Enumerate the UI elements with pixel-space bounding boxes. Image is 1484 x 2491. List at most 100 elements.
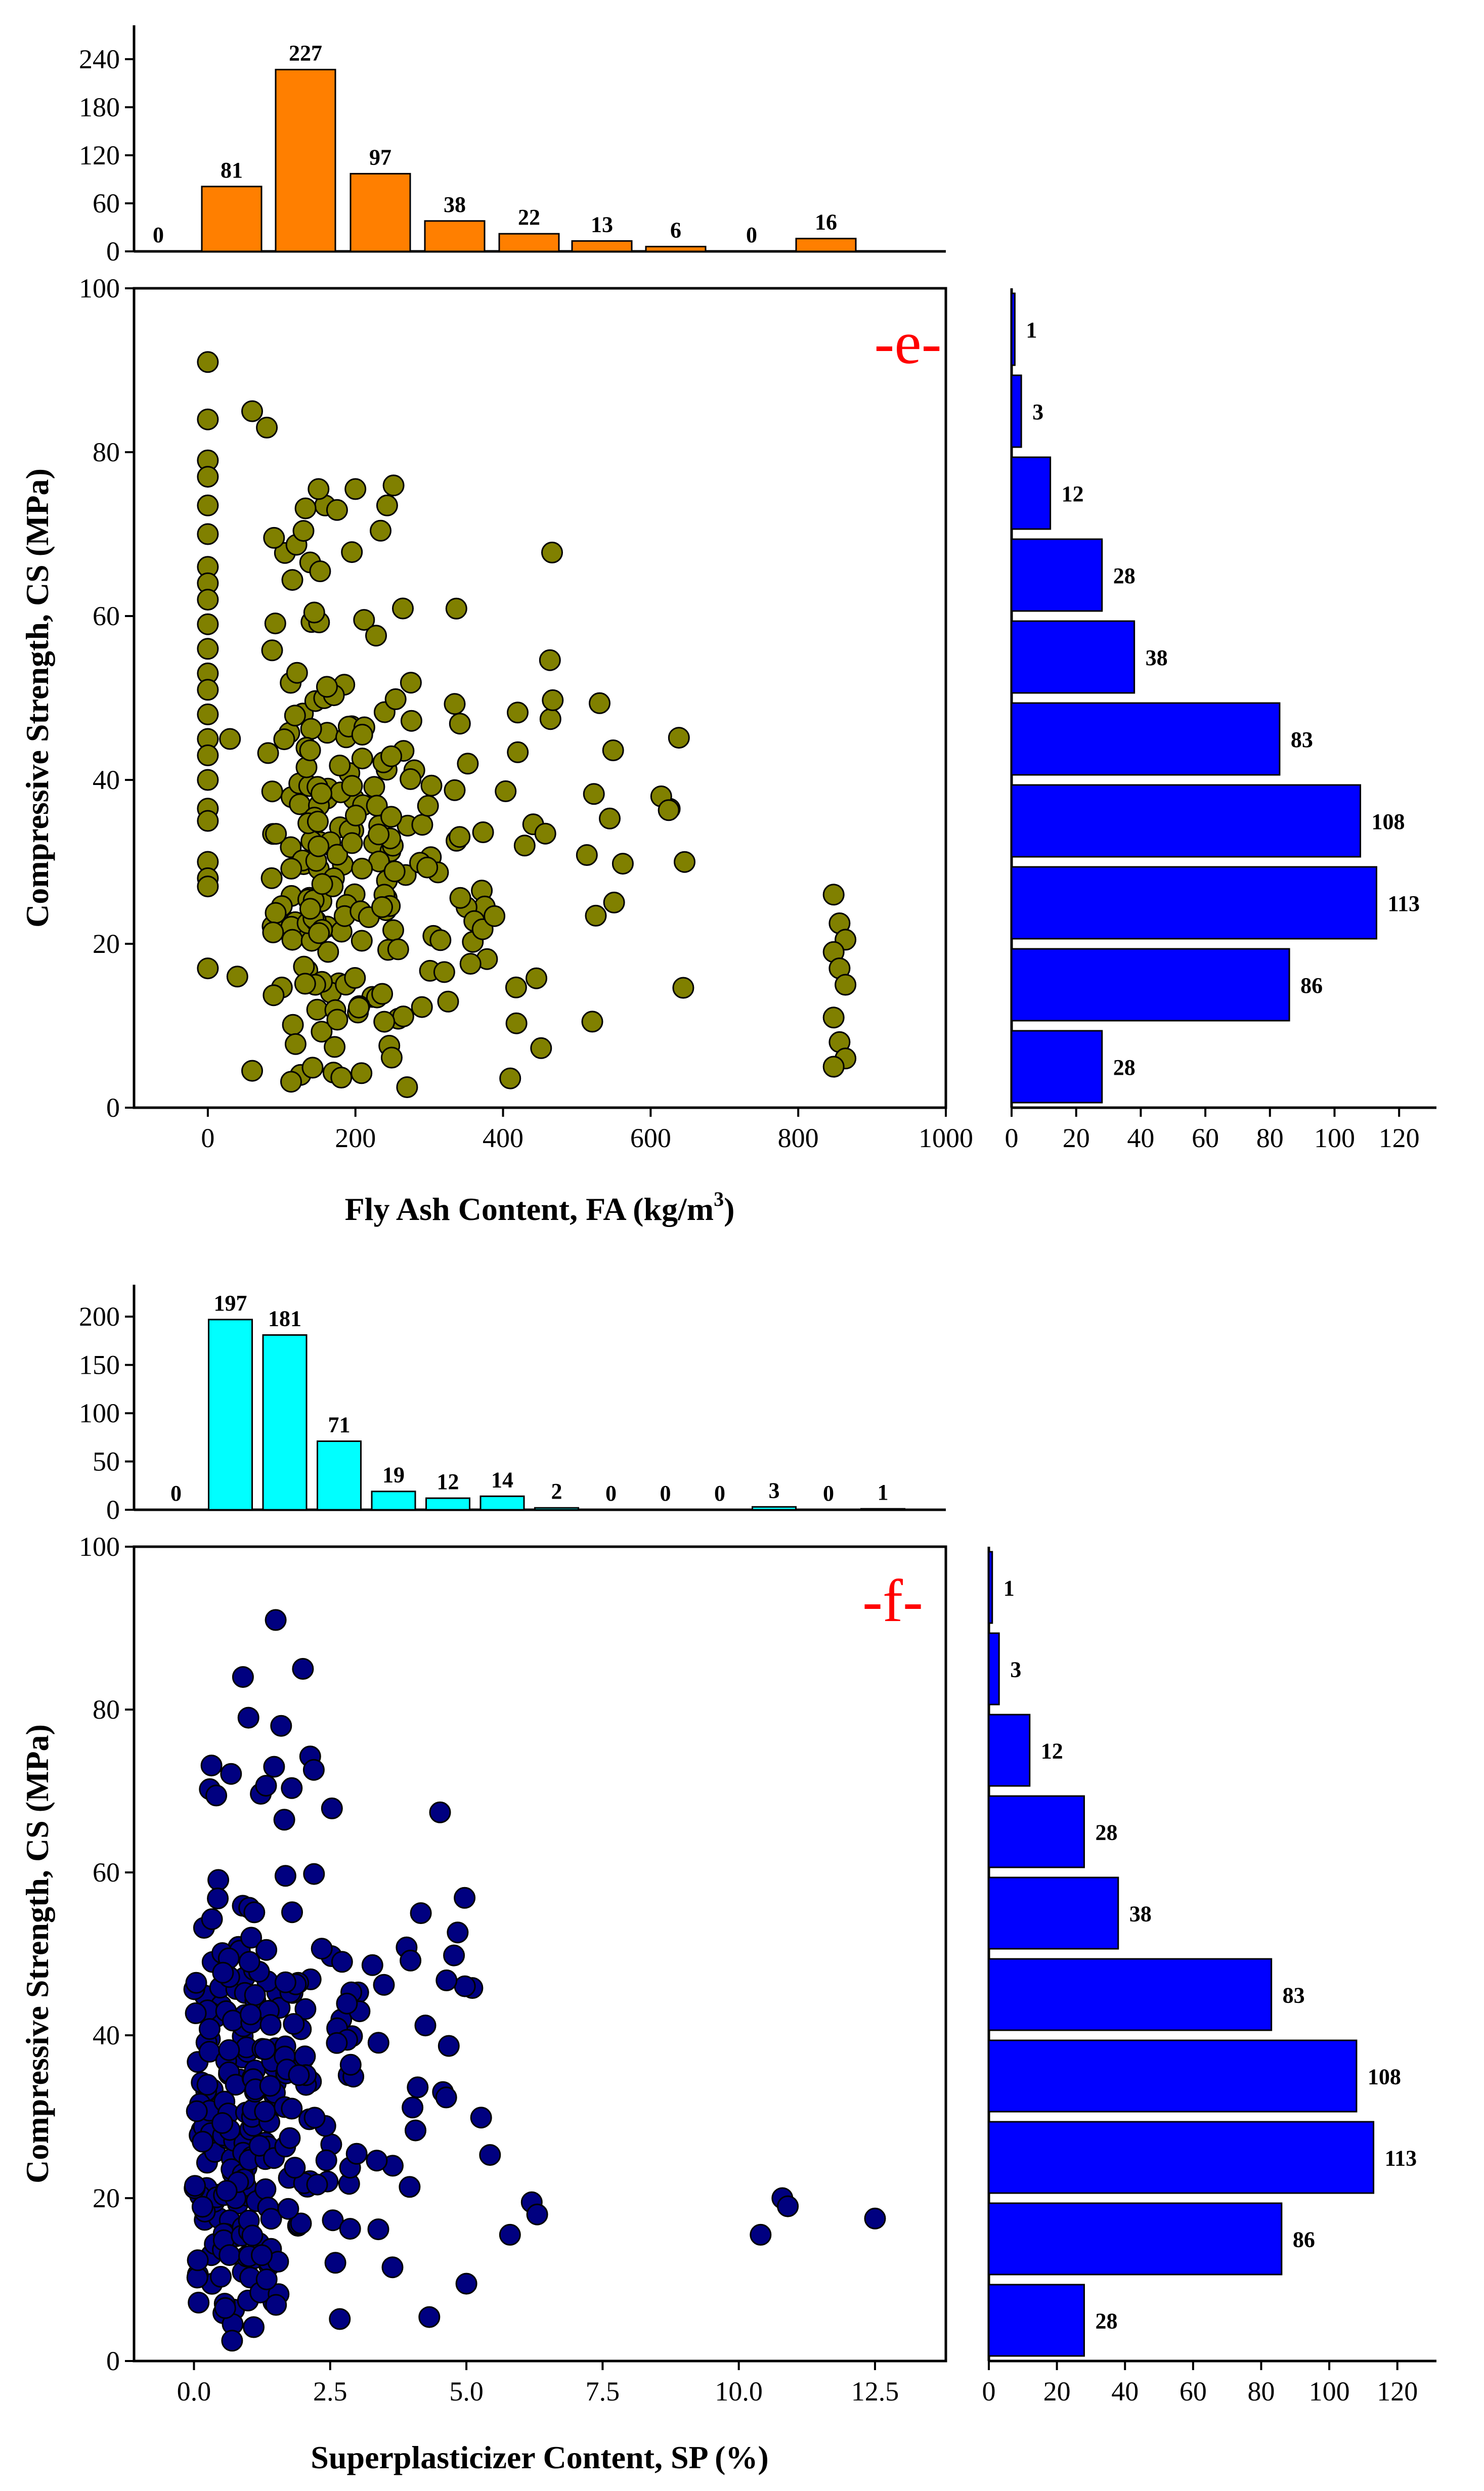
cs-histogram-e: 28 86 113 108 83 38 28 12 3 1 0 20 40 60 80 100 120 (1005, 288, 1436, 1153)
sp-scatter-point (263, 1756, 285, 1778)
fa-scatter-point (197, 589, 219, 611)
cs-hist-f-bar-label: 28 (1095, 1820, 1117, 1845)
fa-scatter-point (449, 826, 471, 848)
fa-scatter-point (416, 856, 439, 879)
fa-scatter-point (444, 779, 466, 801)
fa-scatter-point (380, 1046, 403, 1069)
sp-scatter-point (470, 2107, 492, 2129)
fa-scatter-point (299, 898, 321, 920)
sp-hist-bar-label: 3 (769, 1478, 780, 1503)
fa-scatter-point (822, 1056, 845, 1078)
cs-hist-e-bar (1011, 456, 1052, 530)
fa-scatter-point (263, 527, 285, 549)
cs-hist-f-bar-label: 3 (1010, 1657, 1021, 1682)
sp-scatter-point (400, 1949, 422, 1972)
fa-scatter-point (365, 625, 387, 647)
fa-scatter-point (581, 1011, 603, 1033)
fa-scatter-point (392, 1006, 414, 1028)
fa-hist-bar-label: 6 (670, 218, 681, 243)
sp-scatter-point (259, 2014, 282, 2036)
sp-scatter-point (248, 2134, 271, 2157)
fa-scatter-point (307, 810, 329, 833)
fa-scatter-point (371, 896, 393, 918)
sp-scatter-point (238, 1951, 260, 1973)
fa-scatter-point (585, 904, 607, 927)
fa-scatter-point (499, 1067, 521, 1089)
cs-hist-f-bar (988, 2284, 1085, 2357)
fa-scatter-point (539, 649, 561, 671)
cs-hist-e-xtick-label: 60 (1192, 1123, 1219, 1153)
fa-scatter-point (444, 693, 466, 715)
sp-scatter-point (254, 2178, 277, 2200)
fa-scatter-point (534, 822, 556, 845)
fa-scatter-point (341, 541, 363, 563)
sp-scatter-xtick-label: 5.0 (449, 2376, 484, 2407)
cs-hist-e-bar-label: 28 (1113, 563, 1136, 588)
cs-hist-f-bar-label: 1 (1003, 1576, 1015, 1601)
fa-scatter-point (658, 799, 680, 821)
sp-scatter-point (192, 2130, 214, 2153)
cs-hist-e-bar (1011, 374, 1022, 448)
cs-histogram-f: 28 86 113 108 83 38 28 12 3 1 0 20 40 60 80 100 120 (982, 1547, 1436, 2407)
fa-scatter-point (260, 867, 283, 889)
sp-scatter-point (306, 2173, 328, 2196)
fa-scatter-point (411, 996, 433, 1018)
sp-hist-bar-label: 0 (660, 1481, 671, 1506)
fa-hist-bar-label: 22 (518, 205, 540, 230)
sp-scatter-point (435, 2086, 457, 2109)
cs-hist-e-bar (1011, 292, 1016, 366)
fa-scatter-point (316, 676, 338, 698)
sp-hist-ytick-label: 150 (79, 1350, 120, 1380)
sp-scatter-point (201, 1908, 223, 1930)
fa-y-axis-title: Compressive Strength, CS (MPa) (19, 468, 55, 928)
fa-scatter-point (197, 810, 219, 832)
sp-scatter-ytick-label: 40 (93, 2020, 120, 2050)
sp-scatter-point (750, 2223, 772, 2246)
fa-scatter-point (376, 494, 398, 516)
fa-scatter-point (262, 922, 284, 943)
fa-scatter-point (507, 702, 529, 724)
fa-scatter-point (311, 873, 333, 895)
sp-hist-bar-label: 14 (491, 1467, 513, 1492)
sp-hist-bar (479, 1495, 525, 1511)
fa-scatter-point (513, 835, 536, 857)
fa-hist-bar-label: 227 (289, 41, 322, 66)
fa-scatter-point (294, 497, 317, 519)
sp-scatter-point (303, 1863, 325, 1885)
sp-scatter-point (215, 2180, 238, 2202)
sp-scatter-point (479, 2144, 501, 2166)
fa-scatter-point (330, 1067, 353, 1088)
fa-hist-bar-label: 97 (369, 145, 391, 169)
fa-scatter-point (674, 851, 695, 873)
fa-scatter-point (197, 523, 219, 545)
cs-hist-f-bar-label: 28 (1095, 2309, 1117, 2334)
sp-y-axis-title: Compressive Strength, CS (MPa) (19, 1724, 55, 2183)
sp-scatter-point (281, 1901, 303, 1924)
fa-scatter-point (326, 499, 348, 521)
sp-scatter-point (405, 2119, 426, 2142)
sp-scatter-point (205, 1784, 228, 1807)
fa-scatter-ytick-label: 0 (106, 1092, 120, 1123)
cs-hist-f-bar-label: 83 (1283, 1983, 1305, 2008)
fa-scatter-xtick-label: 200 (335, 1123, 376, 1153)
fa-hist-bar (498, 233, 560, 252)
fa-scatter-point (351, 748, 373, 770)
sp-hist-ytick-label: 100 (79, 1398, 120, 1428)
sp-scatter-point (243, 1901, 266, 1924)
cs-hist-f-xtick-label: 100 (1309, 2376, 1350, 2407)
fa-hist-bar-label: 13 (591, 212, 613, 237)
sp-hist-ytick-label: 50 (93, 1447, 120, 1477)
fa-scatter-point (507, 741, 529, 763)
sp-scatter-point (329, 2308, 351, 2330)
sp-hist-bar (262, 1334, 308, 1511)
sp-scatter-point (367, 2218, 389, 2241)
sp-scatter-point (243, 2316, 265, 2338)
fa-scatter-point (417, 795, 439, 817)
fa-scatter-point (281, 929, 303, 951)
sp-x-axis-title: Superplasticizer Content, SP (%) (311, 2439, 768, 2475)
sp-scatter-point (294, 1998, 317, 2020)
sp-scatter-xtick-label: 12.5 (851, 2376, 899, 2407)
sp-scatter-plot: 0.0 2.5 5.0 7.5 10.0 12.5 0 20 40 60 80 100 -f- (79, 1532, 947, 2407)
cs-hist-f-xtick-label: 80 (1247, 2376, 1275, 2407)
